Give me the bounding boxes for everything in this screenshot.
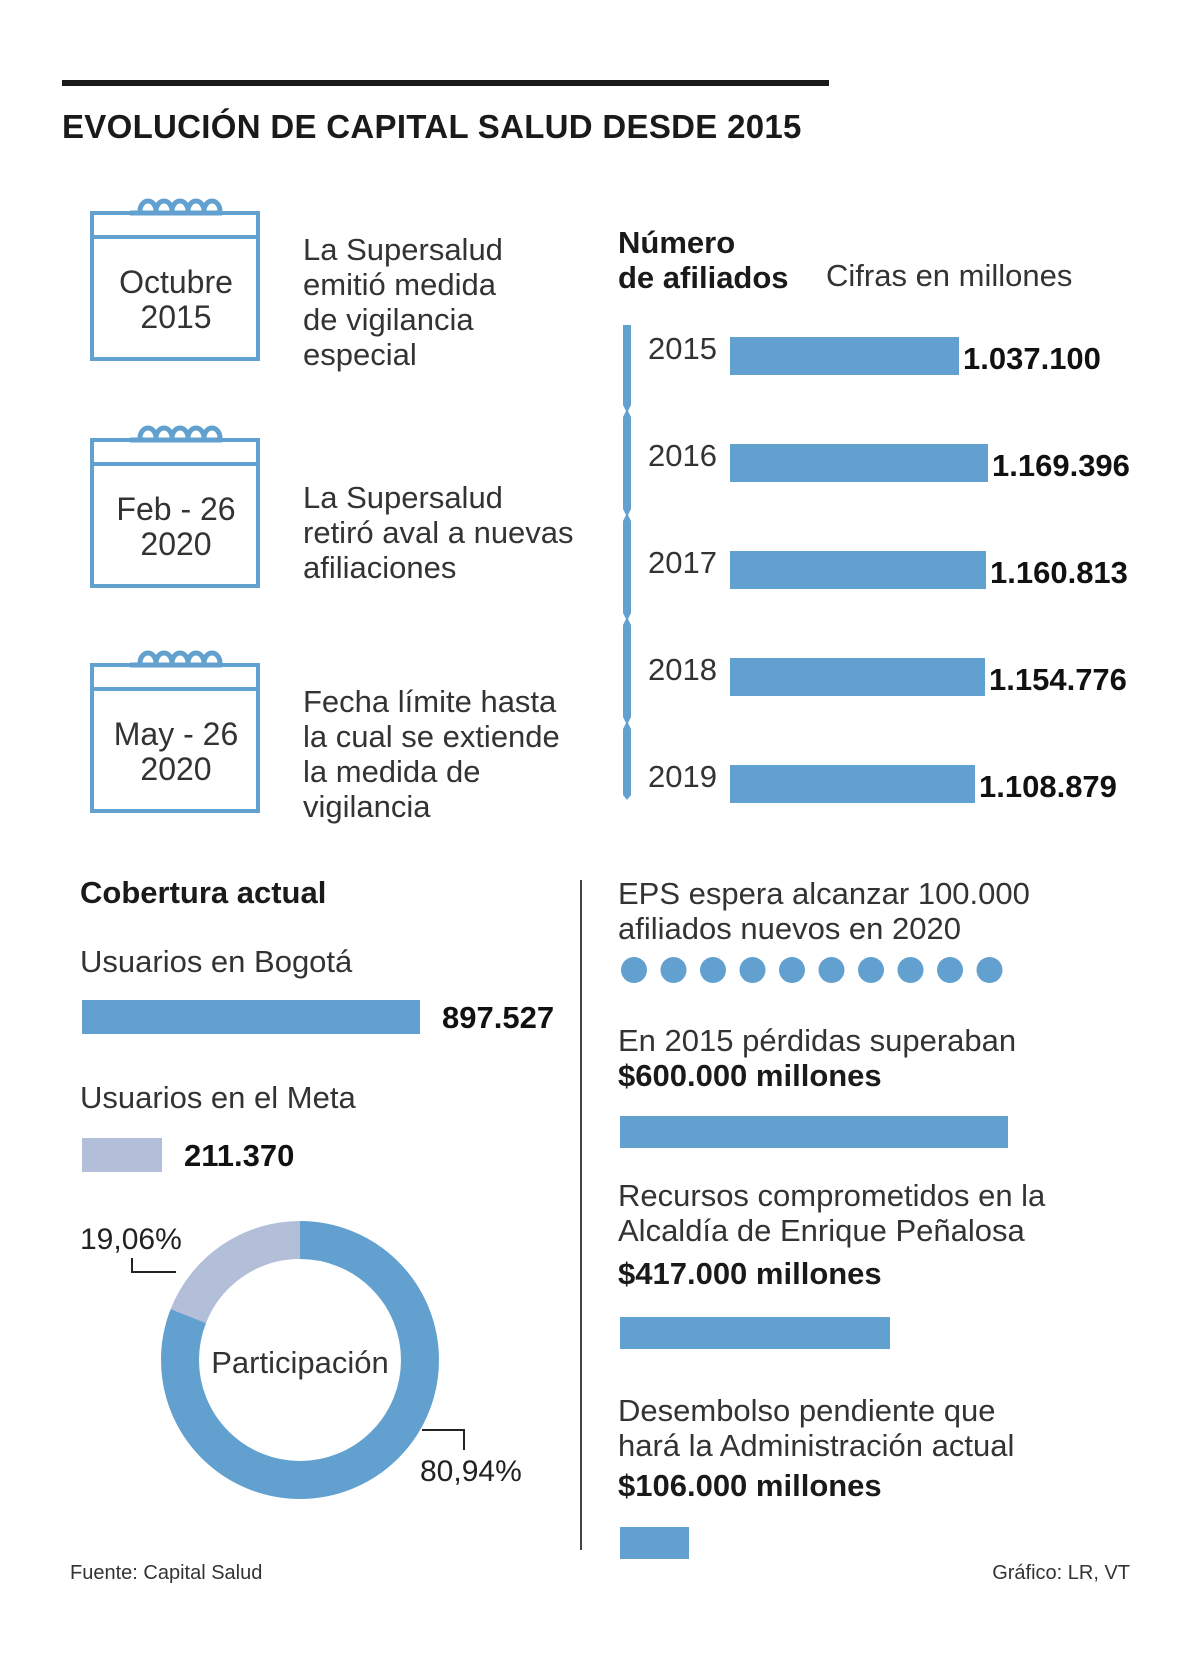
affiliates-value: 1.108.879 — [979, 769, 1117, 805]
coverage-bar — [82, 1138, 162, 1172]
leader-line — [130, 1258, 180, 1276]
calendar-date: May - 26 2020 — [90, 717, 262, 787]
donut-label-bogota: 80,94% — [420, 1455, 522, 1489]
goal-dot — [621, 957, 647, 983]
finance-bar — [620, 1317, 890, 1349]
goal-dot — [661, 957, 687, 983]
year-label: 2017 — [648, 545, 717, 581]
column-divider — [580, 880, 582, 1550]
affiliates-bar — [730, 765, 975, 803]
goal-dots — [620, 955, 1020, 985]
goal-dot — [898, 957, 924, 983]
coverage-value: 211.370 — [184, 1138, 294, 1174]
goal-dot — [779, 957, 805, 983]
event-2-text: La Supersalud retiró aval a nuevas afilia… — [303, 480, 574, 585]
goal-dot — [977, 957, 1003, 983]
year-label: 2015 — [648, 331, 717, 367]
event-3-text: Fecha límite hasta la cual se extiende la… — [303, 684, 560, 824]
finance-bar — [620, 1527, 689, 1559]
coverage-value: 897.527 — [442, 1000, 554, 1036]
goal-text: EPS espera alcanzar 100.000 afiliados nue… — [618, 876, 1030, 946]
goal-dot — [937, 957, 963, 983]
goal-dot — [819, 957, 845, 983]
donut-label-meta: 19,06% — [80, 1223, 182, 1257]
goal-dot — [858, 957, 884, 983]
affiliates-bar — [730, 551, 986, 589]
affiliates-value: 1.037.100 — [963, 341, 1101, 377]
goal-dot — [740, 957, 766, 983]
coverage-label-meta: Usuarios en el Meta — [80, 1080, 356, 1115]
finance-3-text: Desembolso pendiente que hará la Administ… — [618, 1393, 1014, 1463]
calendar-event-2: Feb - 26 2020 — [90, 420, 262, 580]
coverage-label-bogota: Usuarios en Bogotá — [80, 944, 352, 979]
affiliates-chart-title: Número de afiliados — [618, 225, 789, 295]
affiliates-value: 1.160.813 — [990, 555, 1128, 591]
finance-1-amount: $600.000 millones — [618, 1058, 882, 1094]
credit-note: Gráfico: LR, VT — [992, 1562, 1130, 1585]
affiliates-bar — [730, 337, 959, 375]
affiliates-bar — [730, 444, 988, 482]
finance-2-amount: $417.000 millones — [618, 1256, 882, 1292]
leader-line — [420, 1428, 470, 1452]
timeline-axis — [620, 325, 634, 800]
donut-center-label: Participación — [150, 1345, 450, 1381]
title-rule — [62, 80, 829, 86]
finance-bar — [620, 1116, 1008, 1148]
finance-2-text: Recursos comprometidos en la Alcaldía de … — [618, 1178, 1045, 1248]
calendar-date: Octubre 2015 — [90, 265, 262, 335]
calendar-event-1: Octubre 2015 — [90, 193, 262, 353]
coverage-bar — [82, 1000, 420, 1034]
finance-3-amount: $106.000 millones — [618, 1468, 882, 1504]
calendar-date: Feb - 26 2020 — [90, 492, 262, 562]
coverage-title: Cobertura actual — [80, 875, 326, 911]
affiliates-bar — [730, 658, 985, 696]
finance-1-text: En 2015 pérdidas superaban — [618, 1023, 1016, 1058]
source-note: Fuente: Capital Salud — [70, 1562, 262, 1585]
goal-dot — [700, 957, 726, 983]
year-label: 2018 — [648, 652, 717, 688]
event-1-text: La Supersalud emitió medida de vigilancia… — [303, 232, 503, 372]
calendar-event-3: May - 26 2020 — [90, 645, 262, 805]
affiliates-value: 1.169.396 — [992, 448, 1130, 484]
year-label: 2019 — [648, 759, 717, 795]
page-title: EVOLUCIÓN DE CAPITAL SALUD DESDE 2015 — [62, 108, 802, 146]
year-label: 2016 — [648, 438, 717, 474]
affiliates-value: 1.154.776 — [989, 662, 1127, 698]
affiliates-chart-subtitle: Cifras en millones — [826, 258, 1072, 294]
